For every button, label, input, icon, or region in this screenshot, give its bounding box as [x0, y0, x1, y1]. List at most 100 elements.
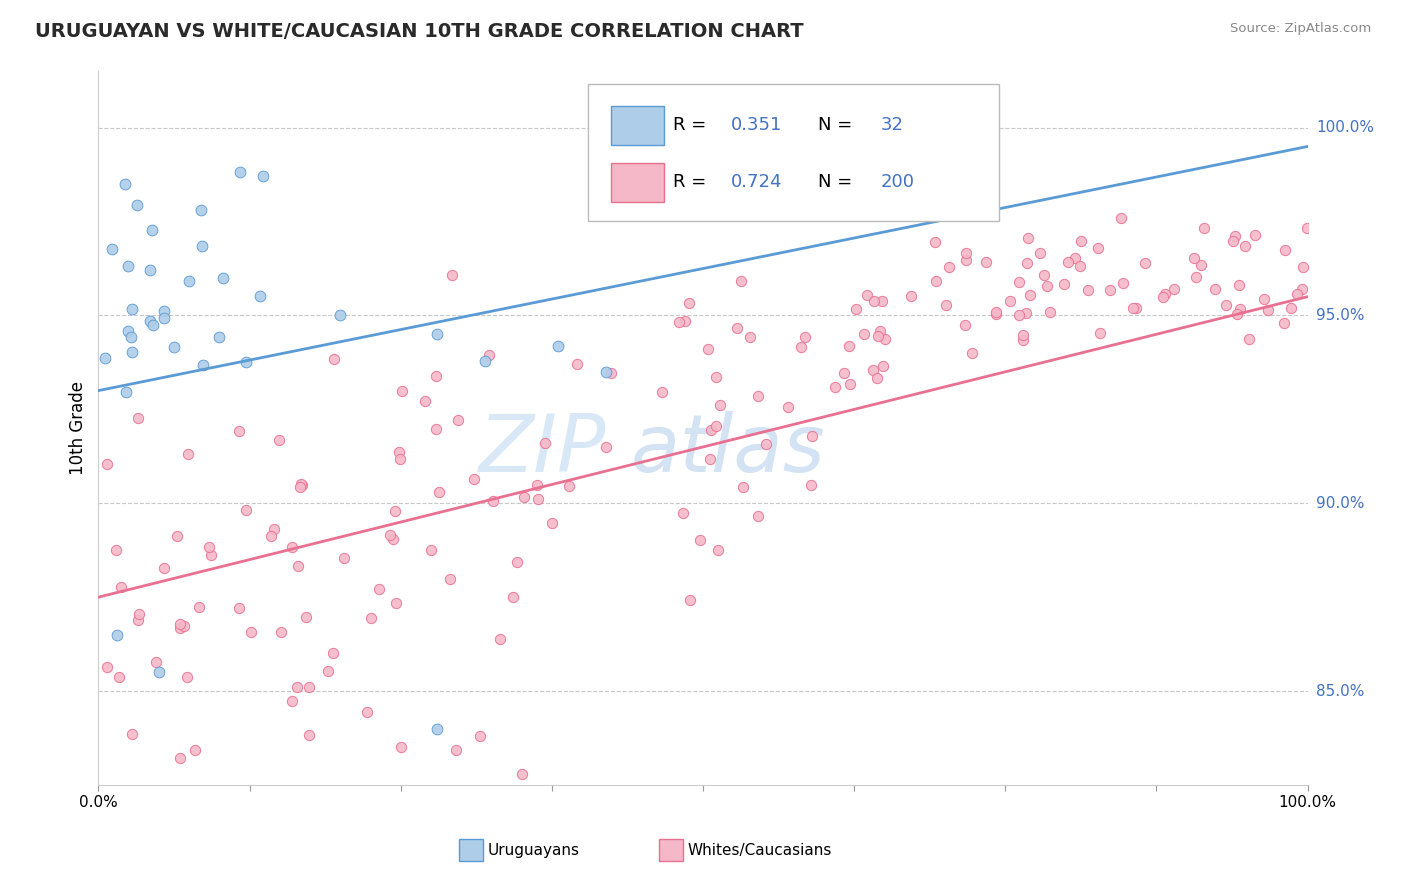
Point [197, 540, 219, 554]
Point [925, 274, 948, 288]
Point [260, 529, 283, 543]
Point [470, 729, 492, 743]
Point [145, 656, 167, 670]
Point [800, 429, 823, 443]
Point [263, 522, 285, 536]
Point [1223, 228, 1246, 243]
Text: 95.0%: 95.0% [1316, 308, 1364, 323]
Point [291, 477, 314, 491]
Point [1291, 281, 1313, 295]
Point [1257, 303, 1279, 318]
Text: 100.0%: 100.0% [1316, 120, 1374, 136]
Point [1135, 255, 1157, 269]
Point [297, 728, 319, 742]
Point [287, 559, 309, 574]
Point [280, 694, 302, 708]
Point [117, 259, 139, 273]
Point [839, 377, 862, 392]
Point [1285, 287, 1308, 301]
Point [208, 329, 231, 343]
Point [280, 540, 302, 554]
Text: Source: ZipAtlas.com: Source: ZipAtlas.com [1230, 22, 1371, 36]
Point [986, 308, 1008, 322]
Point [228, 424, 250, 438]
Point [651, 384, 673, 399]
Point [298, 680, 321, 694]
Point [388, 451, 411, 466]
Point [114, 177, 136, 191]
Point [1056, 255, 1078, 269]
Point [183, 742, 205, 756]
Point [169, 617, 191, 632]
Point [776, 401, 799, 415]
Point [121, 301, 143, 316]
FancyBboxPatch shape [588, 84, 1000, 221]
Point [1007, 309, 1029, 323]
Point [704, 369, 727, 384]
Point [128, 607, 150, 621]
Point [127, 411, 149, 425]
FancyBboxPatch shape [458, 839, 484, 861]
Point [534, 436, 557, 450]
Point [960, 346, 983, 360]
Point [955, 245, 977, 260]
Point [176, 670, 198, 684]
Point [270, 624, 292, 639]
Point [1070, 234, 1092, 248]
Point [974, 255, 997, 269]
Point [381, 533, 404, 547]
Point [290, 476, 312, 491]
Point [115, 384, 138, 399]
Point [679, 592, 702, 607]
Point [1088, 326, 1111, 340]
Point [368, 582, 391, 597]
Point [924, 235, 946, 249]
Text: Whites/Caucasians: Whites/Caucasians [688, 843, 832, 857]
Point [478, 348, 501, 362]
Point [152, 311, 174, 326]
Point [190, 202, 212, 217]
Point [139, 314, 162, 328]
Point [1109, 211, 1132, 226]
Point [474, 353, 496, 368]
Point [730, 274, 752, 288]
Point [212, 270, 235, 285]
Point [1244, 228, 1267, 243]
Point [329, 309, 352, 323]
Point [420, 543, 443, 558]
Point [384, 596, 406, 610]
Point [333, 551, 356, 566]
FancyBboxPatch shape [612, 163, 664, 202]
Point [1014, 306, 1036, 320]
Point [1189, 258, 1212, 272]
Point [1112, 277, 1135, 291]
Point [384, 504, 406, 518]
Text: 0.351: 0.351 [731, 116, 782, 134]
Point [506, 555, 529, 569]
Point [121, 344, 143, 359]
Point [228, 601, 250, 615]
Point [391, 384, 413, 399]
Point [127, 613, 149, 627]
Point [955, 318, 977, 333]
Point [1279, 301, 1302, 315]
Text: 200: 200 [880, 173, 915, 191]
Point [177, 274, 200, 288]
Point [875, 332, 897, 346]
Point [127, 198, 149, 212]
Point [595, 365, 617, 379]
Y-axis label: 10th Grade: 10th Grade [69, 381, 87, 475]
Point [595, 440, 617, 454]
Point [193, 358, 215, 372]
Point [1077, 284, 1099, 298]
Point [1272, 316, 1295, 330]
Point [1184, 269, 1206, 284]
Point [110, 581, 132, 595]
Point [1226, 307, 1249, 321]
Point [117, 324, 139, 338]
Point [267, 433, 290, 447]
Point [1012, 333, 1035, 347]
FancyBboxPatch shape [659, 839, 683, 861]
Point [1032, 268, 1054, 282]
Point [565, 357, 588, 371]
